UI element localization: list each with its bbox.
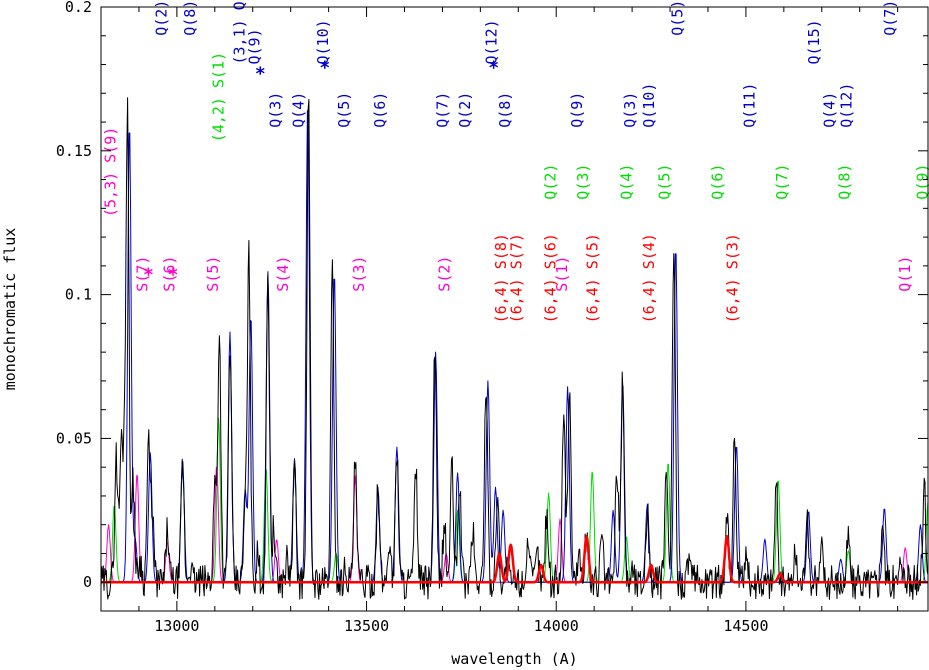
tick-layer: 13000 13500 14000 14500 0 0.05 0.1 0.15 0.2 — [56, 0, 928, 635]
line-id-label: Q(7) — [433, 92, 451, 128]
x-axis-label: wavelength (A) — [451, 650, 577, 668]
observed-spectrum-line — [101, 97, 928, 600]
line-id-label: Q(2) — [456, 92, 474, 128]
line-id-label: (5,3) S(9) — [102, 127, 120, 217]
line-id-label: Q(2) — [153, 0, 171, 36]
line-id-label: (6,4) S(5) — [583, 233, 601, 323]
x-tick-label: 14500 — [723, 617, 768, 635]
line-id-label: Q(8) — [836, 164, 854, 200]
line-id-label: Q(1) — [896, 256, 914, 292]
line-id-label: Q(4) — [289, 92, 307, 128]
annotation-layer: (2,0) Q(7)Q(2)Q(8)(3,1) Q(1)Q(9)Q(3)Q(4)… — [102, 0, 929, 323]
asterisk-marker: * — [319, 58, 330, 79]
red-model-line — [101, 534, 928, 584]
line-id-label: (6,4) S(3) — [724, 233, 742, 323]
line-id-label: Q(6) — [709, 164, 727, 200]
line-id-label: Q(2) — [542, 164, 560, 200]
y-tick-label: 0.05 — [56, 429, 92, 447]
line-id-label: Q(7) — [773, 164, 791, 200]
line-id-label: (6,4) S(4) — [640, 233, 658, 323]
line-id-label: S(6) — [160, 256, 178, 292]
line-id-label: Q(5) — [335, 92, 353, 128]
line-id-label: S(7) — [134, 256, 152, 292]
line-id-label: Q(12) — [837, 83, 855, 128]
line-id-label: S(4) — [274, 256, 292, 292]
line-id-label: Q(8) — [496, 92, 514, 128]
line-id-label: Q(9) — [913, 164, 929, 200]
line-id-label: Q(15) — [805, 19, 823, 64]
line-id-label: (6,4) S(7) — [507, 233, 525, 323]
series-layer — [101, 97, 928, 600]
asterisk-marker: * — [143, 265, 154, 286]
line-id-label: Q(6) — [371, 92, 389, 128]
x-tick-label: 13500 — [344, 617, 389, 635]
line-id-label: Q(4) — [820, 92, 838, 128]
line-id-label: Q(9) — [568, 92, 586, 128]
line-id-label: Q(9) — [246, 28, 264, 64]
line-id-label: Q(8) — [181, 0, 199, 36]
x-tick-label: 14000 — [534, 617, 579, 635]
asterisk-marker: * — [168, 265, 179, 286]
line-id-label: (4,2) S(1) — [210, 52, 228, 142]
green-model-line — [101, 417, 928, 583]
line-id-label: Q(3) — [574, 164, 592, 200]
plot-frame — [100, 6, 929, 612]
asterisk-marker: * — [255, 63, 266, 84]
line-id-label: Q(5) — [655, 164, 673, 200]
line-id-label: (6,4) S(6) — [542, 233, 560, 323]
line-id-label: Q(5) — [669, 0, 687, 36]
line-id-label: (6,4) S(8) — [492, 233, 510, 323]
line-id-label: S(3) — [350, 256, 368, 292]
line-id-label: Q(3) — [621, 92, 639, 128]
x-tick-label: 13000 — [154, 617, 199, 635]
line-id-label: S(2) — [435, 256, 453, 292]
y-tick-label: 0.2 — [65, 0, 92, 16]
line-id-label: Q(11) — [741, 83, 759, 128]
y-tick-label: 0 — [83, 573, 92, 591]
line-id-label: Q(7) — [881, 0, 899, 36]
y-axis-label: monochromatic flux — [1, 228, 19, 391]
blue-model-line — [101, 110, 928, 583]
line-id-label: (3,1) Q(1) — [231, 0, 249, 65]
y-tick-label: 0.1 — [65, 286, 92, 304]
line-id-label: Q(4) — [617, 164, 635, 200]
line-id-label: Q(3) — [267, 92, 285, 128]
line-id-label: Q(12) — [483, 19, 501, 64]
line-id-label: Q(10) — [314, 19, 332, 64]
line-id-label: S(1) — [553, 256, 571, 292]
line-id-label: S(5) — [204, 256, 222, 292]
asterisk-marker: * — [488, 58, 499, 79]
y-tick-label: 0.15 — [56, 142, 92, 160]
line-id-label: Q(10) — [640, 83, 658, 128]
